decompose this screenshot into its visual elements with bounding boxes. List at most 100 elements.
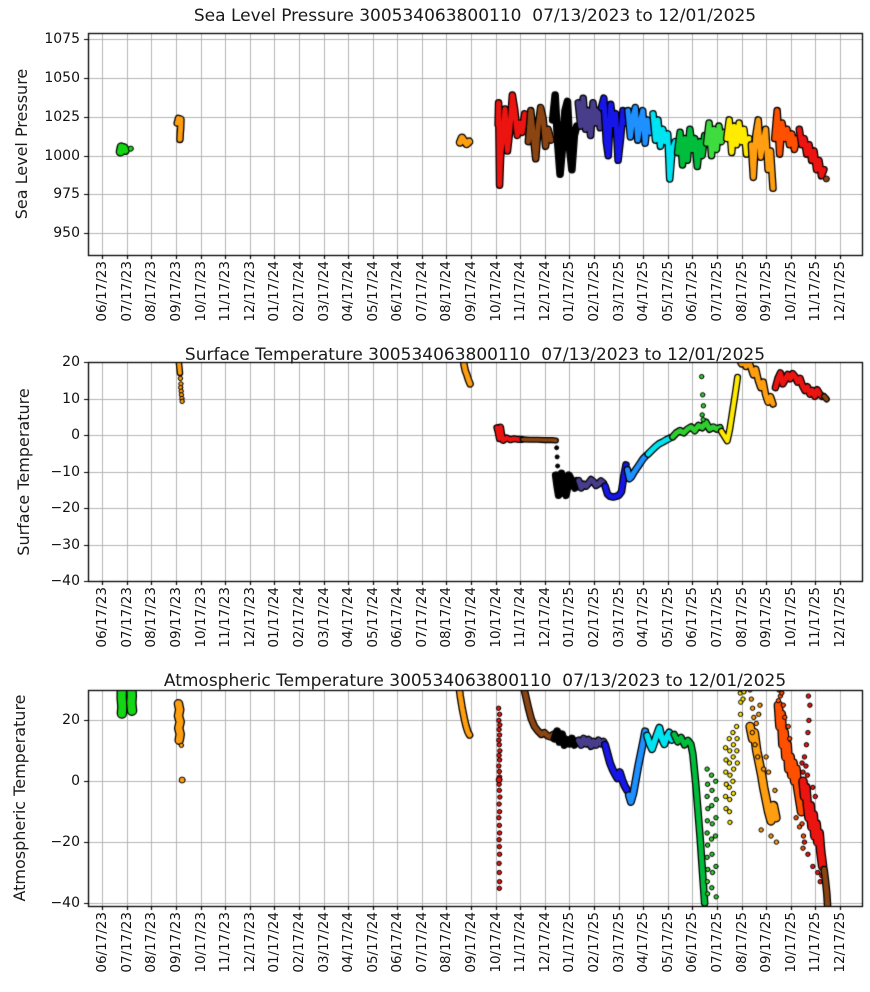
- x-tick-label: 04/17/25: [635, 912, 652, 973]
- x-tick-label: 01/17/25: [561, 261, 578, 322]
- x-tick-label: 02/17/24: [290, 912, 307, 973]
- y-tick-label: −10: [50, 463, 80, 480]
- x-tick-label: 09/17/23: [168, 912, 185, 973]
- x-tick-label: 12/17/23: [241, 912, 258, 973]
- x-tick-label: 02/17/25: [586, 261, 602, 322]
- x-tick-label: 10/17/23: [192, 587, 209, 648]
- x-tick-label: 12/17/25: [831, 587, 848, 648]
- x-tick-label: 10/17/25: [782, 261, 799, 322]
- x-tick-label: 05/17/24: [364, 261, 381, 322]
- chart-title: Surface Temperature 300534063800110 07/1…: [184, 345, 766, 365]
- x-tick-label: 07/17/23: [118, 587, 135, 648]
- x-tick-label: 03/17/25: [610, 587, 627, 648]
- chart-title: Sea Level Pressure 300534063800110 07/13…: [193, 6, 757, 26]
- x-tick-label: 08/17/24: [438, 261, 455, 322]
- x-tick-label: 05/17/24: [364, 587, 381, 648]
- y-tick-label: −20: [50, 834, 80, 851]
- x-tick-label: 11/17/25: [807, 587, 824, 648]
- x-tick-label: 10/17/23: [192, 912, 209, 973]
- x-tick-label: 09/17/24: [463, 587, 480, 648]
- x-tick-label: 09/17/25: [758, 587, 775, 648]
- x-tick-label: 12/17/23: [241, 261, 258, 322]
- x-tick-label: 03/17/25: [610, 912, 627, 973]
- x-tick-label: 02/17/25: [586, 587, 602, 648]
- x-tick-label: 08/17/23: [143, 912, 160, 973]
- x-tick-label: 02/17/24: [290, 261, 307, 322]
- x-tick-label: 11/17/23: [217, 587, 234, 648]
- x-tick-label: 08/17/23: [143, 261, 160, 322]
- x-tick-label: 05/17/24: [364, 912, 381, 973]
- y-tick-label: 0: [71, 773, 80, 790]
- y-tick-label: −40: [50, 894, 80, 911]
- x-tick-label: 07/17/25: [708, 261, 725, 322]
- x-tick-label: 04/17/24: [340, 912, 357, 973]
- x-tick-label: 10/17/23: [192, 261, 209, 322]
- y-tick-label: 975: [53, 186, 80, 203]
- y-tick-label: 1025: [44, 108, 80, 125]
- y-tick-label: 0: [71, 427, 80, 443]
- x-tick-label: 03/17/25: [610, 261, 627, 322]
- x-tick-label: 07/17/24: [413, 261, 430, 322]
- x-tick-label: 07/17/23: [118, 261, 135, 322]
- x-tick-label: 08/17/23: [143, 587, 160, 648]
- x-tick-label: 12/17/24: [536, 587, 553, 648]
- chart-title: Atmospheric Temperature 300534063800110 …: [163, 671, 787, 691]
- x-tick-label: 06/17/24: [389, 587, 406, 648]
- x-tick-label: 12/17/25: [831, 912, 848, 973]
- y-tick-label: 1050: [44, 70, 80, 87]
- y-tick-label: 1000: [44, 147, 80, 164]
- x-tick-label: 11/17/25: [807, 912, 824, 973]
- x-tick-label: 09/17/24: [463, 912, 480, 973]
- x-tick-label: 06/17/23: [94, 261, 111, 322]
- y-tick-label: 20: [62, 354, 80, 370]
- x-tick-label: 01/17/24: [266, 912, 283, 973]
- atmospheric-temperature-chart: Atmospheric Temperature 300534063800110 …: [0, 668, 870, 992]
- x-tick-label: 07/17/25: [708, 912, 725, 973]
- x-tick-label: 04/17/24: [340, 587, 357, 648]
- x-tick-label: 11/17/25: [807, 261, 824, 322]
- x-tick-label: 05/17/25: [659, 587, 676, 648]
- surface-temperature-plot-canvas: [0, 344, 870, 668]
- x-tick-label: 08/17/24: [438, 587, 455, 648]
- x-tick-label: 09/17/23: [168, 587, 185, 648]
- x-tick-label: 05/17/25: [659, 261, 676, 322]
- x-tick-label: 09/17/25: [758, 261, 775, 322]
- x-tick-label: 07/17/23: [118, 912, 135, 973]
- surface-temperature-chart: Surface Temperature 300534063800110 07/1…: [0, 344, 870, 668]
- x-tick-label: 08/17/24: [438, 912, 455, 973]
- x-tick-label: 06/17/23: [94, 912, 111, 973]
- x-tick-label: 12/17/24: [536, 261, 553, 322]
- x-tick-label: 11/17/24: [512, 912, 529, 973]
- x-tick-label: 01/17/24: [266, 261, 283, 322]
- y-tick-label: −20: [50, 500, 80, 516]
- x-tick-label: 11/17/24: [512, 261, 529, 322]
- y-tick-label: 950: [53, 225, 80, 242]
- x-tick-label: 06/17/25: [684, 587, 701, 648]
- x-tick-label: 06/17/24: [389, 261, 406, 322]
- sea-level-pressure-plot-canvas: [0, 0, 870, 344]
- x-tick-label: 06/17/23: [94, 587, 111, 648]
- x-tick-label: 10/17/25: [782, 587, 799, 648]
- x-tick-label: 11/17/24: [512, 587, 529, 648]
- y-tick-label: 10: [62, 390, 80, 407]
- x-tick-label: 08/17/25: [733, 912, 750, 973]
- x-tick-label: 10/17/24: [487, 261, 504, 322]
- x-tick-label: 07/17/24: [413, 587, 430, 648]
- x-tick-label: 04/17/25: [635, 261, 652, 322]
- x-tick-label: 08/17/25: [733, 587, 750, 648]
- x-tick-label: 12/17/24: [536, 912, 553, 973]
- x-tick-label: 03/17/24: [315, 261, 332, 322]
- y-tick-label: −40: [50, 573, 80, 589]
- x-tick-label: 09/17/23: [168, 261, 185, 322]
- x-tick-label: 07/17/24: [413, 912, 430, 973]
- y-tick-label: 20: [62, 712, 80, 729]
- x-tick-label: 10/17/25: [782, 912, 799, 973]
- x-tick-label: 03/17/24: [315, 587, 332, 648]
- x-tick-label: 09/17/25: [758, 912, 775, 973]
- x-tick-label: 06/17/25: [684, 261, 701, 322]
- x-tick-label: 06/17/24: [389, 912, 406, 973]
- y-tick-label: −30: [50, 536, 80, 553]
- x-tick-label: 07/17/25: [708, 587, 725, 648]
- x-tick-label: 08/17/25: [733, 261, 750, 322]
